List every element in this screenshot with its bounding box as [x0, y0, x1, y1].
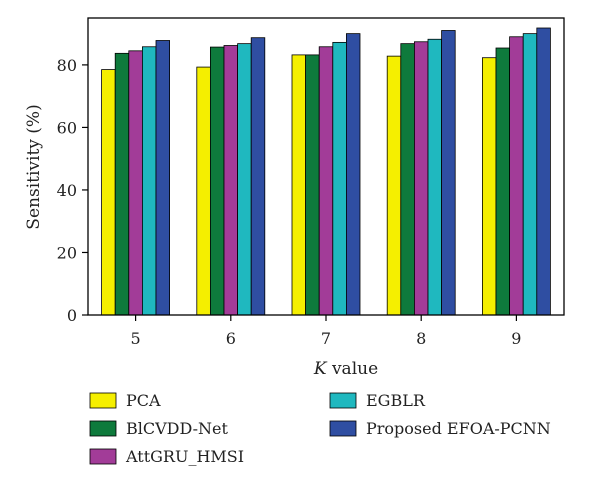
x-tick-label: 8 [416, 329, 426, 348]
bar [427, 38, 443, 316]
legend-label: AttGRU_HMSI [125, 447, 244, 466]
y-axis: 0 20 40 60 80 [57, 56, 88, 325]
legend-swatch [329, 420, 357, 437]
bar [318, 46, 334, 316]
bar [250, 37, 266, 316]
bar [441, 30, 456, 316]
legend-label: PCA [126, 391, 161, 410]
x-axis: 5 6 7 8 9 [131, 315, 521, 348]
x-tick-label: 5 [131, 329, 141, 348]
bar [223, 45, 239, 316]
x-tick-label: 6 [226, 329, 236, 348]
x-tick-label: 9 [511, 329, 521, 348]
legend-swatch [89, 392, 117, 409]
legend-swatch [89, 420, 117, 437]
bar [101, 69, 116, 316]
bar [522, 33, 538, 316]
bar [196, 66, 211, 316]
bar [237, 43, 252, 316]
legend-swatch [329, 392, 357, 409]
legend-label: EGBLR [366, 391, 426, 410]
legend-label: BlCVDD-Net [126, 419, 229, 438]
y-tick-label: 80 [57, 56, 77, 75]
bar [495, 47, 511, 316]
legend: PCA BlCVDD-Net AttGRU_HMSI EGBLR Proposed EF… [89, 391, 551, 466]
bars-layer [101, 27, 551, 316]
x-axis-title: K value [313, 359, 378, 379]
y-tick-label: 40 [57, 181, 77, 200]
bar [128, 50, 143, 316]
y-tick-label: 60 [57, 118, 77, 137]
bar [114, 52, 130, 316]
bar [141, 46, 157, 316]
bar [209, 46, 225, 316]
bar [155, 40, 171, 316]
x-axis-title-rest: value [327, 359, 379, 379]
bar [400, 43, 415, 316]
y-tick-label: 0 [67, 306, 77, 325]
bar [332, 41, 347, 316]
bar [481, 57, 497, 316]
bar [413, 41, 429, 316]
y-tick-label: 20 [57, 243, 77, 262]
x-axis-title-italic: K [313, 359, 328, 379]
legend-swatch [89, 448, 117, 465]
bar [291, 54, 307, 316]
bar [305, 54, 320, 316]
bar [509, 36, 524, 316]
bar [536, 27, 551, 316]
legend-label: Proposed EFOA-PCNN [366, 419, 551, 438]
y-axis-title: Sensitivity (%) [24, 104, 44, 229]
bar [345, 33, 361, 316]
x-tick-label: 7 [321, 329, 331, 348]
bar [386, 55, 402, 316]
